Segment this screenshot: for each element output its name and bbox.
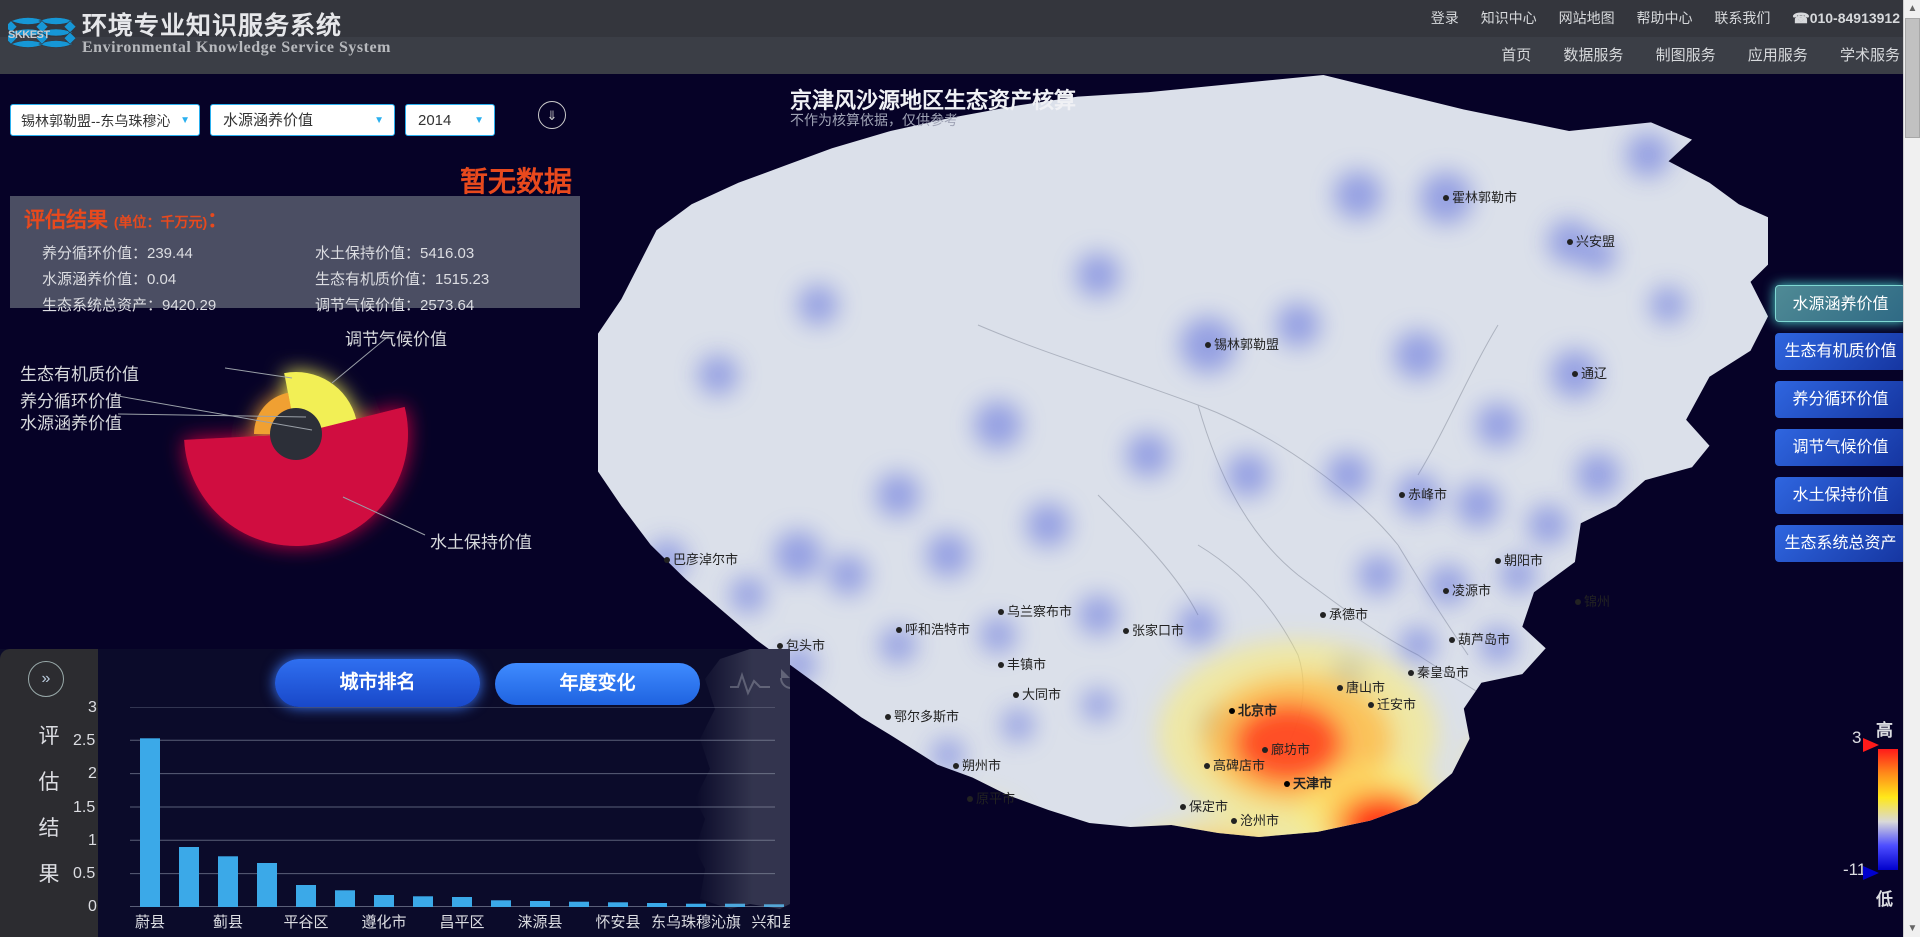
svg-text:唐山市: 唐山市 xyxy=(1346,680,1385,695)
svg-text:凌源市: 凌源市 xyxy=(1452,583,1491,598)
svg-text:沧州市: 沧州市 xyxy=(1240,813,1279,828)
svg-text:秦皇岛市: 秦皇岛市 xyxy=(1417,665,1469,680)
svg-text:兴安盟: 兴安盟 xyxy=(1576,234,1615,249)
svg-text:迁安市: 迁安市 xyxy=(1377,697,1416,712)
svg-text:朔州市: 朔州市 xyxy=(962,758,1001,773)
svg-text:霍林郭勒市: 霍林郭勒市 xyxy=(1452,190,1517,205)
svg-text:原平市: 原平市 xyxy=(976,791,1015,806)
svg-text:葫芦岛市: 葫芦岛市 xyxy=(1458,632,1510,647)
svg-text:锦州: 锦州 xyxy=(1584,594,1610,609)
svg-text:丰镇市: 丰镇市 xyxy=(1007,657,1046,672)
svg-text:承德市: 承德市 xyxy=(1329,607,1368,622)
svg-text:呼和浩特市: 呼和浩特市 xyxy=(905,622,970,637)
svg-text:巴彦淖尔市: 巴彦淖尔市 xyxy=(673,552,738,567)
svg-text:天津市: 天津市 xyxy=(1293,776,1332,791)
svg-text:乌兰察布市: 乌兰察布市 xyxy=(1007,604,1072,619)
svg-text:朝阳市: 朝阳市 xyxy=(1504,553,1543,568)
svg-text:张家口市: 张家口市 xyxy=(1132,623,1184,638)
svg-text:锡林郭勒盟: 锡林郭勒盟 xyxy=(1214,337,1279,352)
svg-text:鄂尔多斯市: 鄂尔多斯市 xyxy=(894,709,959,724)
svg-text:大同市: 大同市 xyxy=(1022,687,1061,702)
svg-text:包头市: 包头市 xyxy=(786,638,825,653)
svg-text:北京市: 北京市 xyxy=(1238,703,1277,718)
svg-text:高碑店市: 高碑店市 xyxy=(1213,758,1265,773)
svg-text:通辽: 通辽 xyxy=(1581,366,1607,381)
svg-text:保定市: 保定市 xyxy=(1189,799,1228,814)
svg-text:赤峰市: 赤峰市 xyxy=(1408,487,1447,502)
svg-text:廊坊市: 廊坊市 xyxy=(1271,742,1310,757)
